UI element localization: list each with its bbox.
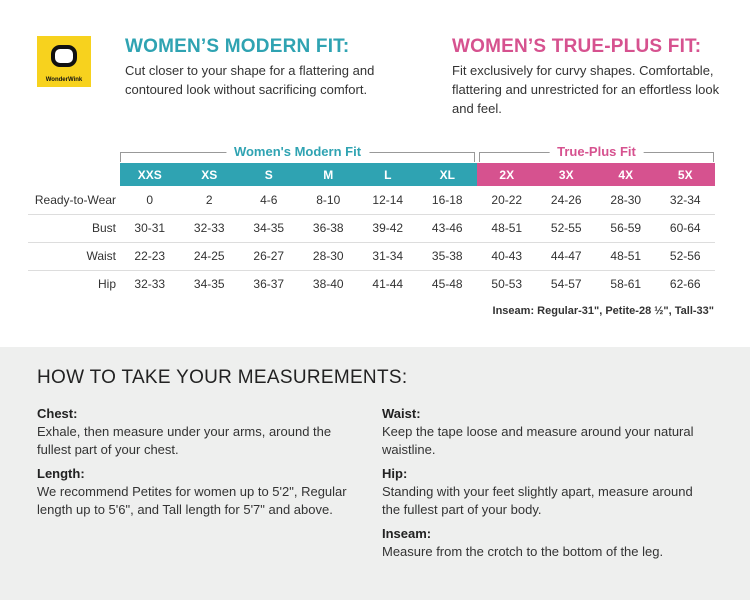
table-cell: 4-6 — [260, 192, 278, 207]
size-header-xs: XS — [179, 163, 239, 186]
size-header-5x: 5X — [655, 163, 715, 186]
row-label: Ready-to-Wear — [34, 192, 116, 207]
modern-fit-bracket: Women's Modern Fit — [120, 144, 475, 162]
size-header-xl: XL — [417, 163, 477, 186]
row-label: Bust — [28, 213, 120, 242]
table-cell: 22-23 — [120, 241, 180, 270]
corner-cell — [28, 163, 120, 186]
table-row: Bust 30-31 32-33 34-35 36-38 39-42 43-46 48-51 5… — [28, 213, 715, 242]
table-cell: 0 — [146, 192, 154, 207]
table-row: Waist 22-23 24-25 26-27 28-30 31-34 35-38 40-43… — [28, 241, 715, 270]
table-cell: 28-30 — [298, 241, 358, 270]
table-cell: 48-51 — [477, 213, 537, 242]
table-cell: 12-14 — [372, 192, 404, 207]
guide-left-column: Chest: Exhale, then measure under your ar… — [37, 405, 367, 525]
modern-fit-title: WOMEN’S MODERN FIT: — [125, 36, 350, 57]
guide-text: Keep the tape loose and measure around y… — [382, 424, 694, 457]
table-cell: 36-38 — [298, 213, 358, 242]
modern-fit-description: Cut closer to your shape for a flatterin… — [125, 63, 375, 97]
plus-fit-description: Fit exclusively for curvy shapes. Comfor… — [452, 63, 720, 116]
table-cell: 30-31 — [120, 213, 180, 242]
guide-heading: Hip: — [382, 466, 408, 481]
table-cell: 24-25 — [179, 241, 239, 270]
modern-fit-group-label: Women's Modern Fit — [225, 144, 370, 159]
table-cell: 50-53 — [477, 269, 537, 298]
table-cell: 28-30 — [610, 192, 642, 207]
guide-heading: Inseam: — [382, 526, 432, 541]
table-row: Ready-to-Wear 0 2 4-6 8-10 12-14 16-18 20-22 24-… — [28, 186, 715, 214]
table-cell: 31-34 — [358, 241, 418, 270]
logo-face-icon — [51, 45, 77, 67]
guide-heading: Chest: — [37, 406, 78, 421]
guide-right-column: Waist: Keep the tape loose and measure ar… — [382, 405, 712, 567]
guide-text: Standing with your feet slightly apart, … — [382, 484, 693, 517]
measurement-guide: HOW TO TAKE YOUR MEASUREMENTS: Chest: Exh… — [0, 347, 750, 600]
table-cell: 32-33 — [120, 269, 180, 298]
size-chart-table: XXS XS S M L XL 2X 3X 4X 5X Ready-to-Wear 0 2 4-6 8-1… — [28, 163, 715, 298]
size-header-l: L — [358, 163, 418, 186]
guide-heading: Waist: — [382, 406, 421, 421]
wonderwink-logo: WonderWink — [37, 36, 91, 87]
guide-text: Measure from the crotch to the bottom of… — [382, 544, 664, 559]
table-cell: 26-27 — [239, 241, 299, 270]
table-cell: 56-59 — [596, 213, 656, 242]
table-cell: 40-43 — [477, 241, 537, 270]
table-cell: 44-47 — [536, 241, 596, 270]
table-cell: 24-26 — [550, 192, 582, 207]
modern-fit-intro: WOMEN’S MODERN FIT: Cut closer to your s… — [125, 36, 415, 99]
size-header-s: S — [239, 163, 299, 186]
table-cell: 52-55 — [536, 213, 596, 242]
plus-fit-intro: WOMEN’S TRUE-PLUS FIT: Fit exclusively f… — [452, 36, 732, 118]
size-header-m: M — [298, 163, 358, 186]
table-cell: 54-57 — [536, 269, 596, 298]
table-cell: 39-42 — [358, 213, 418, 242]
size-header-2x: 2X — [477, 163, 537, 186]
plus-fit-group-label: True-Plus Fit — [549, 144, 644, 159]
table-cell: 45-48 — [417, 269, 477, 298]
guide-title: HOW TO TAKE YOUR MEASUREMENTS: — [37, 367, 408, 388]
table-cell: 34-35 — [239, 213, 299, 242]
table-cell: 32-34 — [669, 192, 701, 207]
guide-text: Exhale, then measure under your arms, ar… — [37, 424, 332, 457]
table-cell: 8-10 — [316, 192, 341, 207]
logo-wordmark: WonderWink — [45, 77, 83, 83]
guide-heading: Length: — [37, 466, 85, 481]
plus-fit-bracket: True-Plus Fit — [479, 144, 714, 162]
table-cell: 2 — [205, 192, 213, 207]
table-cell: 62-66 — [655, 269, 715, 298]
table-cell: 32-33 — [179, 213, 239, 242]
table-cell: 36-37 — [239, 269, 299, 298]
table-cell: 41-44 — [358, 269, 418, 298]
row-label: Hip — [28, 269, 120, 298]
table-cell: 38-40 — [298, 269, 358, 298]
table-cell: 20-22 — [491, 192, 523, 207]
table-cell: 58-61 — [596, 269, 656, 298]
table-cell: 52-56 — [655, 241, 715, 270]
guide-text: We recommend Petites for women up to 5'2… — [37, 484, 347, 517]
size-header-xxs: XXS — [120, 163, 180, 186]
table-row: Hip 32-33 34-35 36-37 38-40 41-44 45-48 50-53 54… — [28, 269, 715, 298]
table-cell: 60-64 — [655, 213, 715, 242]
inseam-note: Inseam: Regular-31", Petite-28 ½", Tall-… — [492, 305, 714, 317]
size-header-3x: 3X — [536, 163, 596, 186]
row-label: Waist — [28, 241, 120, 270]
table-cell: 48-51 — [596, 241, 656, 270]
table-cell: 43-46 — [417, 213, 477, 242]
table-cell: 34-35 — [179, 269, 239, 298]
table-cell: 16-18 — [431, 192, 463, 207]
table-cell: 35-38 — [417, 241, 477, 270]
size-header-4x: 4X — [596, 163, 656, 186]
plus-fit-title: WOMEN’S TRUE-PLUS FIT: — [452, 36, 702, 57]
